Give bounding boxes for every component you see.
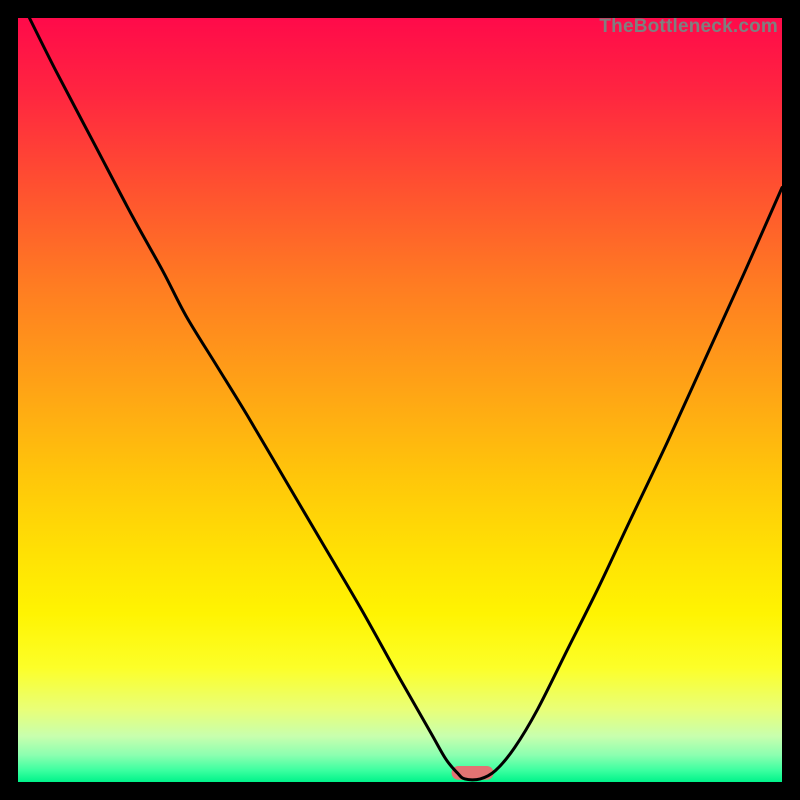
- plot-area: TheBottleneck.com: [18, 18, 782, 782]
- curve-layer: [18, 18, 782, 782]
- bottleneck-curve: [29, 18, 782, 780]
- watermark-text: TheBottleneck.com: [599, 16, 778, 38]
- chart-frame: TheBottleneck.com: [0, 0, 800, 800]
